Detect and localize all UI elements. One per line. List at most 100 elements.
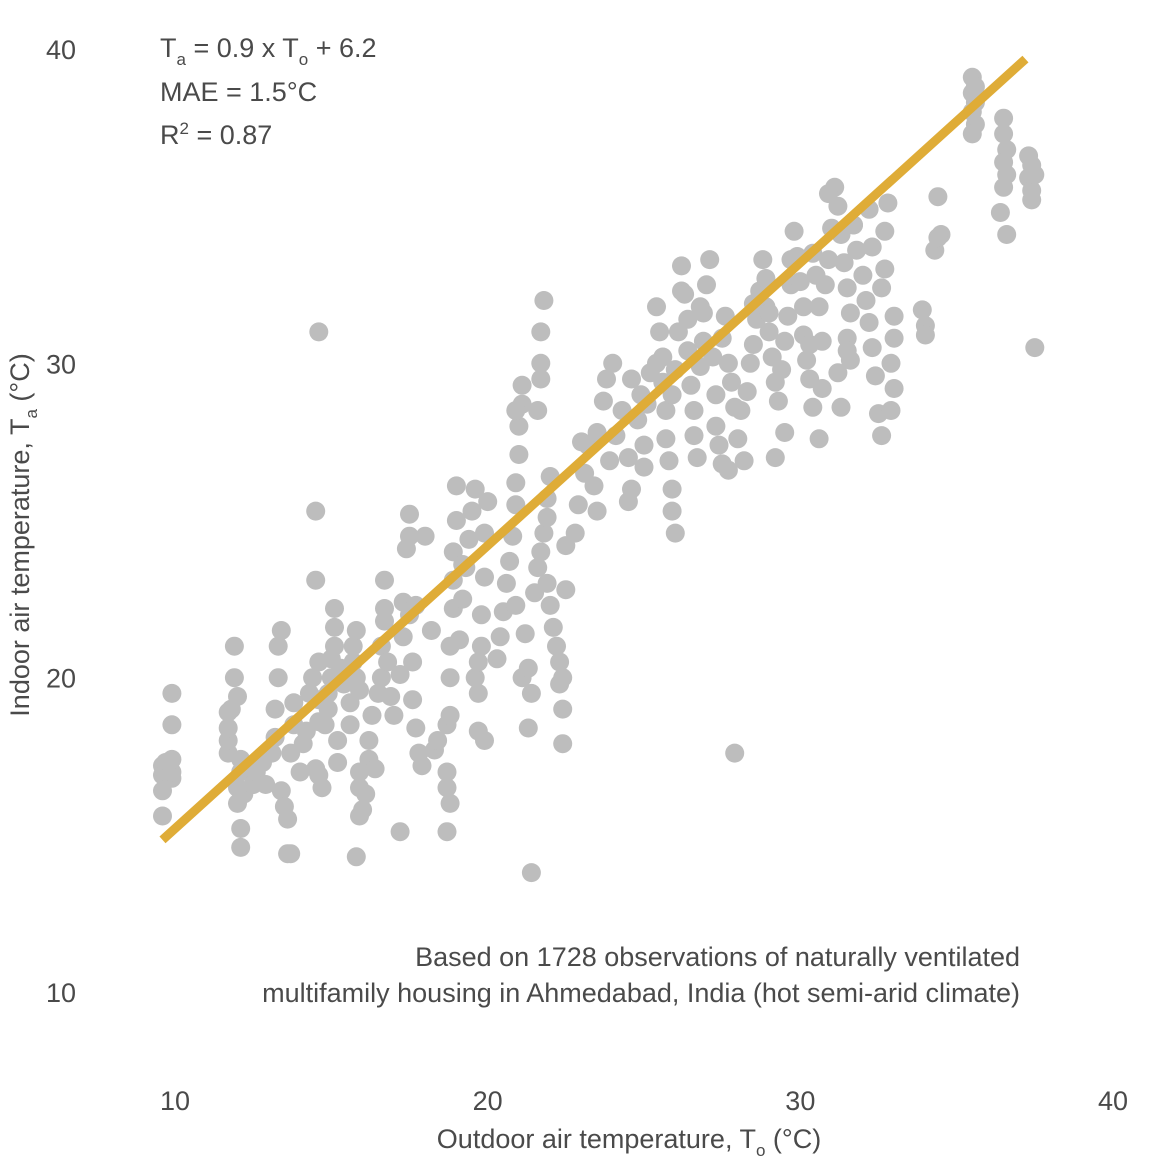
data-point	[446, 511, 466, 530]
data-point	[684, 401, 704, 420]
data-point	[468, 652, 488, 672]
data-point	[565, 523, 585, 543]
data-point	[862, 338, 882, 358]
data-point	[700, 250, 720, 270]
data-point	[794, 297, 813, 317]
data-point	[437, 778, 457, 798]
data-point	[543, 617, 563, 637]
data-point	[737, 382, 757, 402]
data-point	[815, 275, 835, 295]
data-point	[496, 573, 516, 593]
data-point	[378, 652, 398, 672]
data-point	[753, 250, 773, 270]
data-point	[256, 775, 276, 794]
data-point	[853, 265, 873, 285]
data-point	[859, 313, 879, 332]
data-point	[662, 479, 682, 499]
data-point	[350, 680, 369, 700]
data-point	[872, 426, 892, 446]
data-point	[706, 385, 726, 405]
data-point	[271, 621, 291, 640]
data-point	[834, 253, 854, 273]
data-point	[440, 705, 460, 725]
data-point	[343, 636, 363, 656]
data-point	[440, 793, 460, 813]
data-point	[743, 335, 763, 354]
data-point	[603, 353, 623, 373]
x-tick-label: 20	[473, 1086, 503, 1116]
data-point	[231, 837, 251, 857]
data-point	[309, 765, 329, 785]
data-point	[390, 822, 410, 842]
data-point	[662, 385, 682, 405]
data-point	[653, 347, 673, 367]
data-point	[450, 630, 469, 650]
data-point	[684, 426, 704, 446]
data-point	[659, 451, 679, 471]
data-point	[775, 331, 795, 351]
data-point	[290, 762, 310, 782]
data-points	[153, 67, 1045, 883]
data-point	[506, 495, 526, 515]
data-point	[528, 558, 548, 578]
data-point	[672, 256, 691, 276]
data-point	[268, 636, 288, 656]
data-point	[306, 501, 326, 521]
data-point	[306, 570, 326, 590]
data-point	[475, 731, 494, 750]
data-point	[740, 353, 760, 373]
data-point	[231, 819, 251, 838]
data-point	[593, 391, 613, 411]
data-point	[697, 275, 716, 295]
data-point	[634, 435, 654, 455]
data-point	[547, 636, 566, 656]
data-point	[709, 435, 729, 455]
data-point	[819, 250, 838, 270]
data-point	[453, 589, 473, 609]
data-point	[437, 762, 457, 782]
data-point	[309, 322, 329, 342]
data-point	[772, 360, 792, 380]
data-point	[647, 297, 666, 317]
data-point	[325, 636, 344, 656]
data-point	[537, 573, 557, 593]
data-point	[465, 668, 485, 688]
data-point	[872, 278, 892, 298]
data-point	[634, 457, 654, 477]
data-point	[346, 847, 366, 867]
mae-annotation: MAE = 1.5°C	[160, 77, 317, 107]
data-point	[224, 668, 244, 688]
data-point	[678, 309, 698, 329]
data-point	[819, 184, 838, 204]
data-point	[690, 297, 710, 317]
data-point	[800, 335, 820, 354]
data-point	[1025, 338, 1045, 358]
data-point	[865, 366, 885, 386]
data-point	[756, 269, 776, 288]
data-point	[706, 416, 726, 436]
data-point	[928, 228, 948, 248]
data-point	[556, 580, 576, 600]
y-tick-label: 40	[46, 35, 76, 65]
data-point	[381, 687, 401, 706]
y-tick-label: 20	[46, 664, 76, 694]
data-point	[809, 429, 829, 449]
data-point	[650, 322, 670, 342]
data-point	[153, 806, 172, 826]
equation-annotation: Ta = 0.9 x To + 6.2	[160, 33, 377, 69]
data-point	[862, 237, 882, 257]
data-point	[728, 429, 748, 449]
data-point	[531, 542, 551, 562]
data-point	[881, 401, 901, 420]
data-point	[994, 108, 1014, 128]
data-point	[681, 375, 701, 395]
data-point	[509, 416, 529, 436]
data-point	[722, 372, 741, 392]
data-point	[731, 401, 751, 420]
data-point	[797, 350, 817, 370]
data-point	[884, 306, 904, 326]
data-point	[400, 504, 419, 524]
data-point	[809, 297, 829, 317]
data-point	[162, 683, 182, 703]
data-point	[468, 683, 488, 703]
